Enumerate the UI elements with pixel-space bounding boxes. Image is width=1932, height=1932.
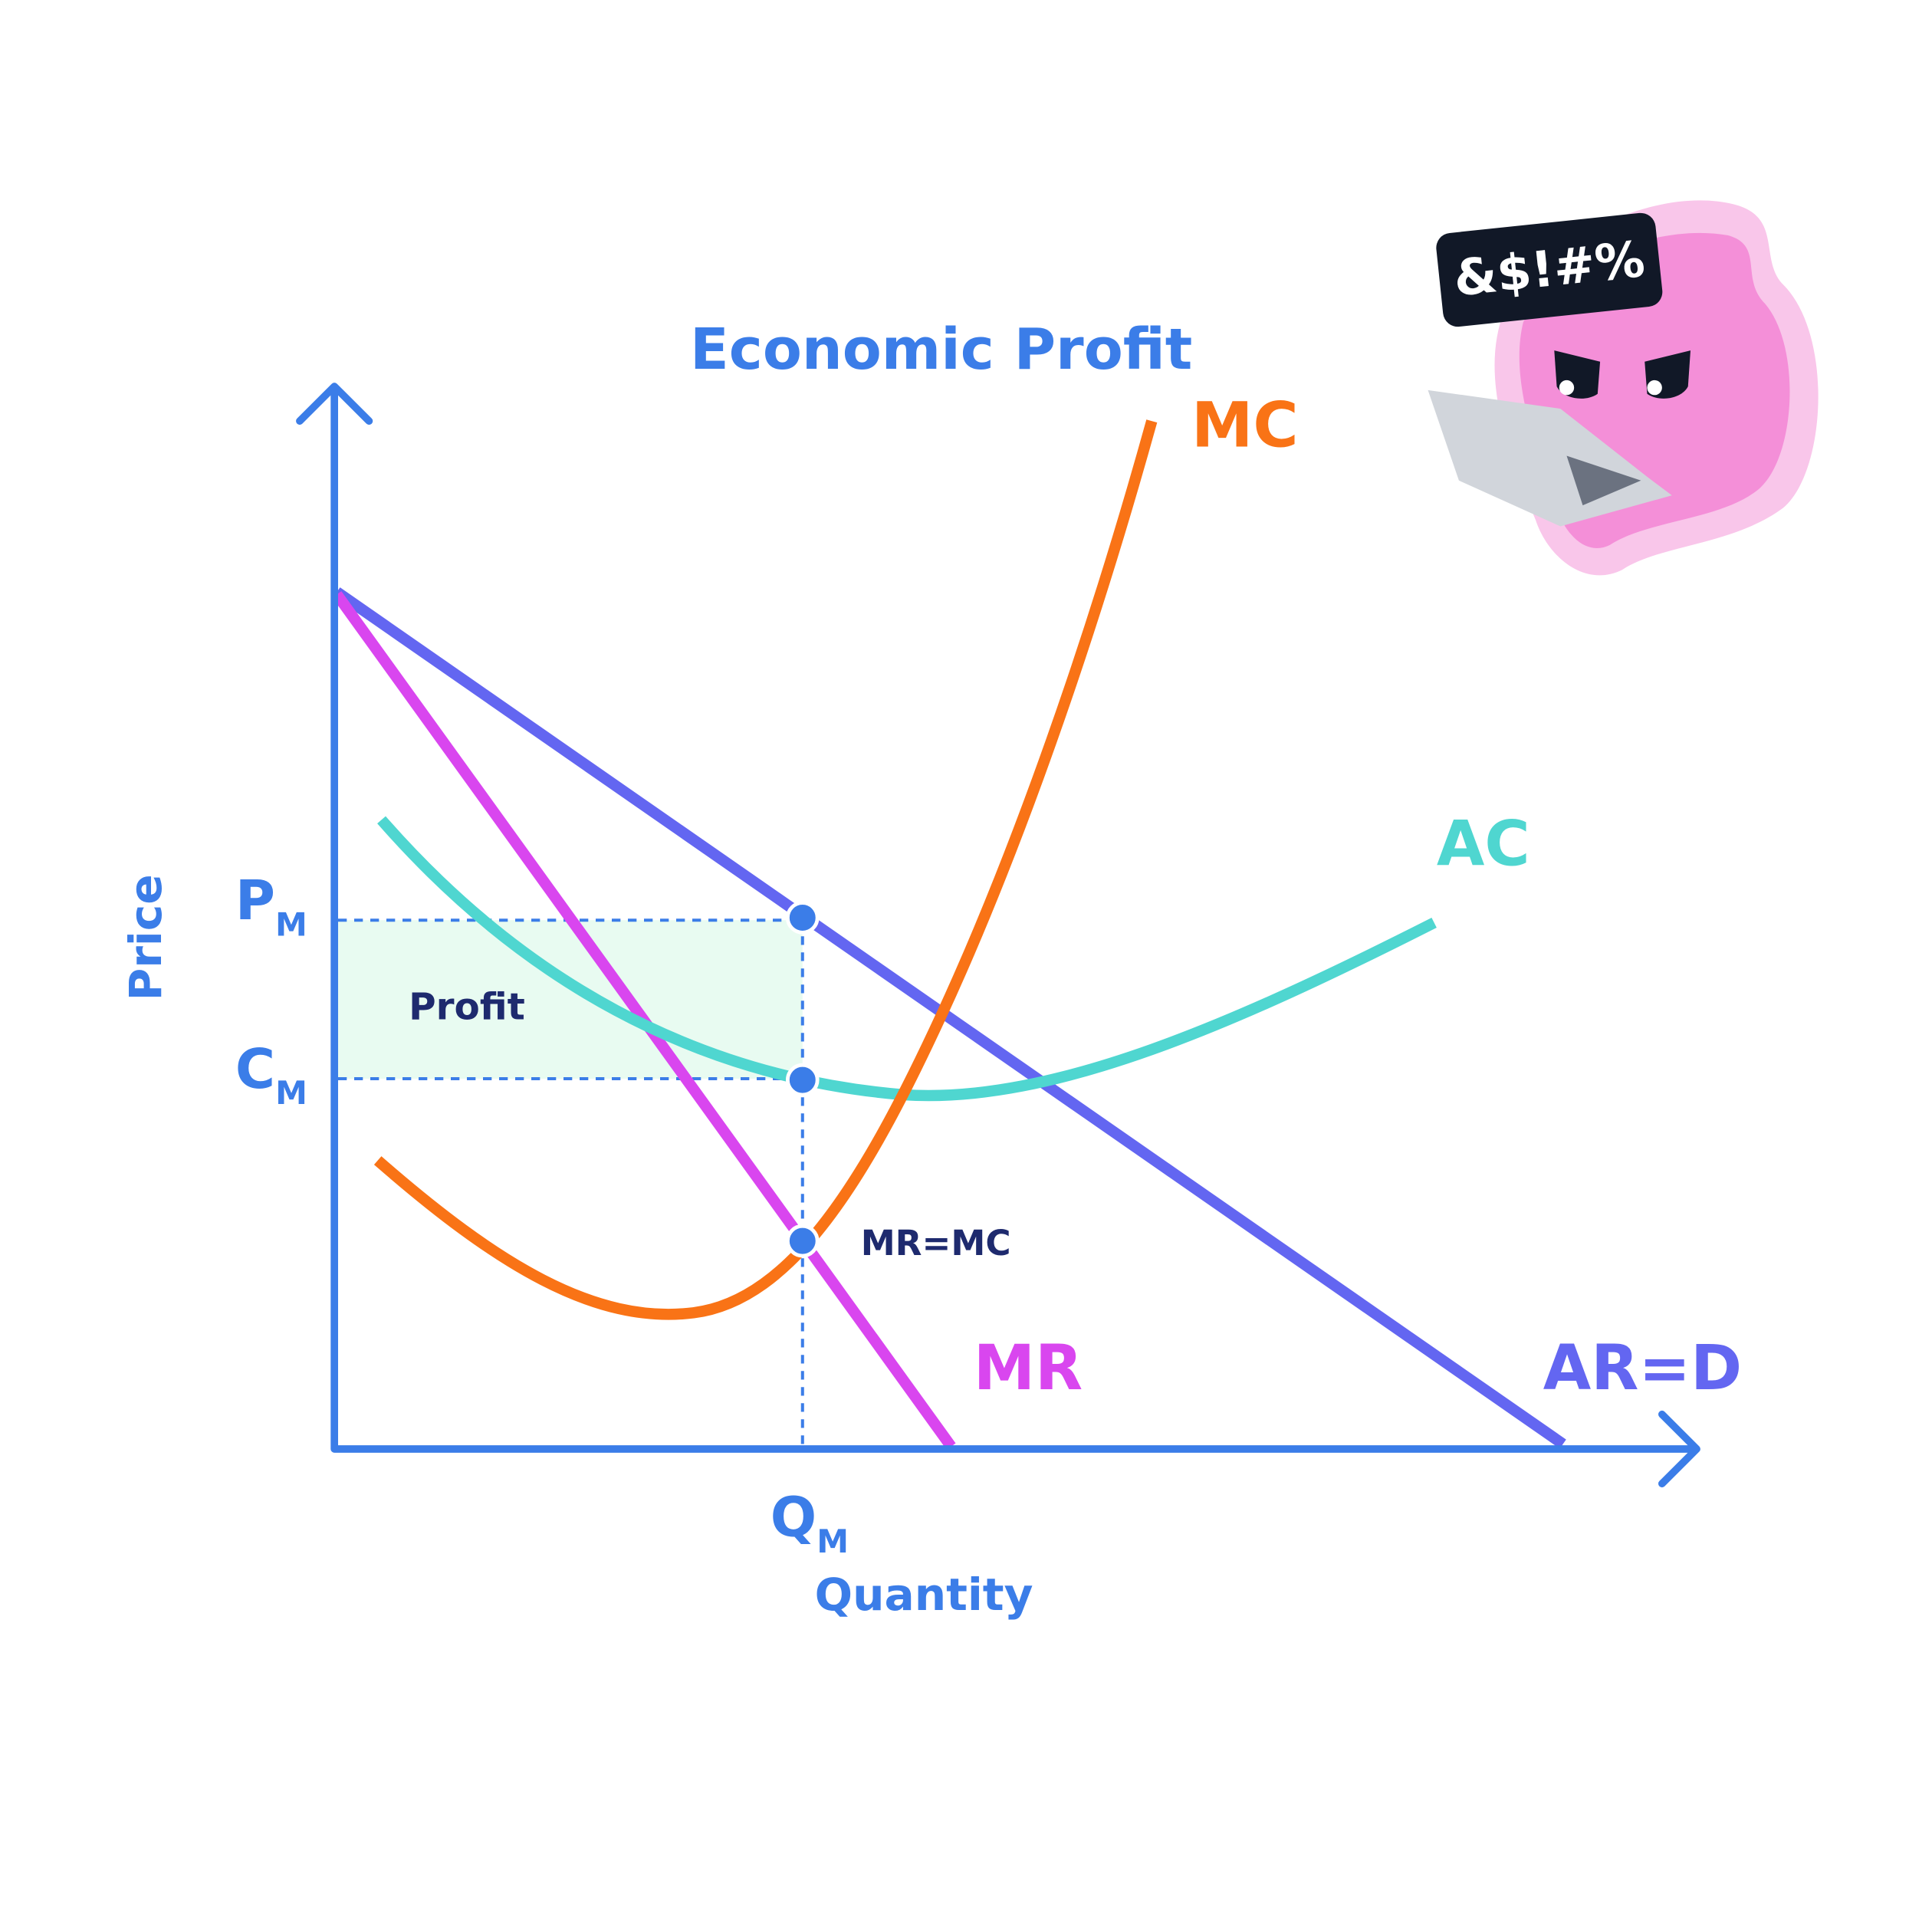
y-axis-label: Price	[120, 874, 172, 1001]
equilibrium-point	[785, 1224, 820, 1258]
cost-level-label: CM	[235, 1037, 307, 1111]
demand-curve	[334, 587, 1566, 1449]
equilibrium-label: MR=MC	[861, 1223, 1011, 1263]
mascot-pupil-right	[1647, 380, 1662, 396]
mc-curve	[373, 419, 1158, 1320]
quantity-level-main: Q	[770, 1485, 816, 1549]
speech-bg	[1436, 212, 1663, 327]
quantity-level-sub: M	[816, 1522, 849, 1559]
price-level-main: P	[235, 869, 275, 932]
title: Economic Profit	[690, 316, 1192, 383]
y-arrow	[296, 383, 373, 426]
demand-label: AR=D	[1543, 1332, 1742, 1405]
cost-level-sub: M	[275, 1074, 307, 1112]
ac-label: AC	[1437, 809, 1530, 881]
curves	[332, 419, 1566, 1451]
axes	[296, 383, 1700, 1488]
axis-lines	[330, 386, 1698, 1453]
mascot: &$!#%	[1428, 200, 1819, 576]
x-axis-label: Quantity	[815, 1569, 1033, 1621]
mc-label: MC	[1191, 390, 1299, 462]
quantity-level-label: QM	[770, 1485, 849, 1559]
speech-box: &$!#%	[1436, 212, 1663, 327]
cost-level-main: C	[235, 1037, 275, 1100]
x-arrow	[1658, 1410, 1700, 1488]
price-level-sub: M	[275, 905, 307, 943]
cost-point	[785, 1063, 820, 1097]
price-level-label: PM	[235, 869, 307, 943]
mascot-pupil-left	[1559, 380, 1575, 396]
price-point	[785, 901, 820, 935]
mr-label: MR	[974, 1332, 1083, 1405]
points	[785, 901, 820, 1258]
profit-label: Profit	[409, 986, 525, 1029]
laptop-screen	[1566, 455, 1641, 506]
